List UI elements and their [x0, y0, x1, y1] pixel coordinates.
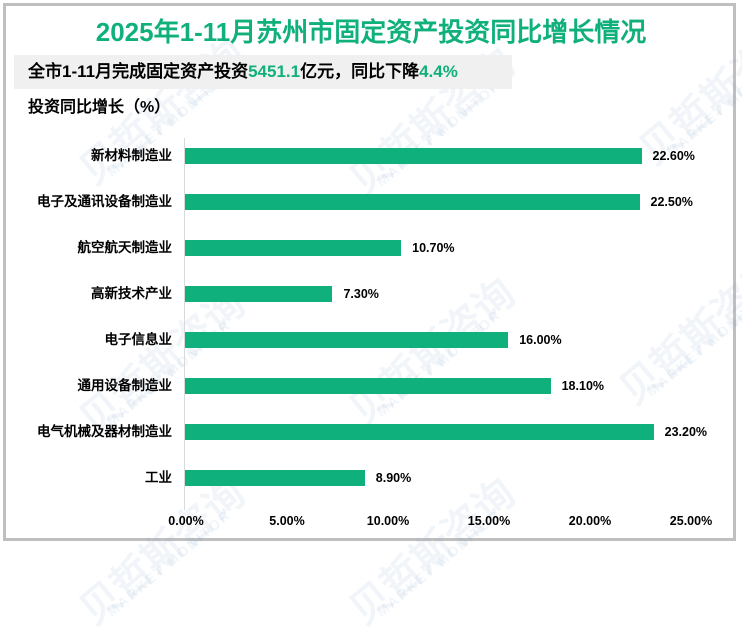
x-tick-label: 5.00%: [269, 514, 305, 528]
summary-decline-value: 4.4%: [419, 62, 458, 81]
value-label: 22.50%: [650, 195, 693, 209]
chart-title: 2025年1-11月苏州市固定资产投资同比增长情况: [95, 17, 647, 47]
category-label: 通用设备制造业: [77, 378, 173, 393]
chart-frame: [3, 3, 736, 541]
summary-text-1: 全市1-11月完成固定资产投资: [28, 62, 249, 81]
bar: [185, 332, 509, 348]
x-tick-label: 25.00%: [669, 514, 713, 528]
y-axis-title: 投资同比增长（%）: [28, 99, 171, 116]
summary-box: 全市1-11月完成固定资产投资5451.1亿元，同比下降4.4%: [14, 55, 512, 89]
bar: [185, 470, 365, 486]
value-label: 18.10%: [561, 379, 605, 393]
y-axis-line: [184, 138, 185, 510]
value-label: 23.20%: [664, 425, 708, 439]
summary-text-2: 亿元，同比下降: [300, 62, 420, 81]
value-label: 16.00%: [519, 333, 562, 347]
category-label: 新材料制造业: [91, 148, 172, 163]
bar: [185, 378, 551, 394]
value-label: 22.60%: [652, 149, 695, 163]
value-label: 7.30%: [343, 287, 379, 301]
value-label: 10.70%: [412, 241, 455, 255]
value-label: 8.90%: [375, 471, 412, 485]
bar: [185, 194, 640, 210]
category-label: 工业: [145, 470, 172, 485]
summary-investment-value: 5451.1: [248, 62, 301, 81]
category-label: 航空航天制造业: [77, 240, 173, 255]
category-label: 高新技术产业: [91, 286, 172, 301]
x-tick-label: 10.00%: [366, 514, 410, 528]
category-label: 电气机械及器材制造业: [37, 424, 172, 439]
bar: [185, 424, 654, 440]
x-tick-label: 20.00%: [568, 514, 612, 528]
category-label: 电子及通讯设备制造业: [37, 194, 172, 209]
x-tick-label: 15.00%: [467, 514, 511, 528]
bar: [185, 286, 333, 302]
bar: [185, 148, 642, 164]
category-label: 电子信息业: [104, 332, 173, 347]
bar: [185, 240, 402, 256]
x-tick-label: 0.00%: [168, 514, 204, 528]
